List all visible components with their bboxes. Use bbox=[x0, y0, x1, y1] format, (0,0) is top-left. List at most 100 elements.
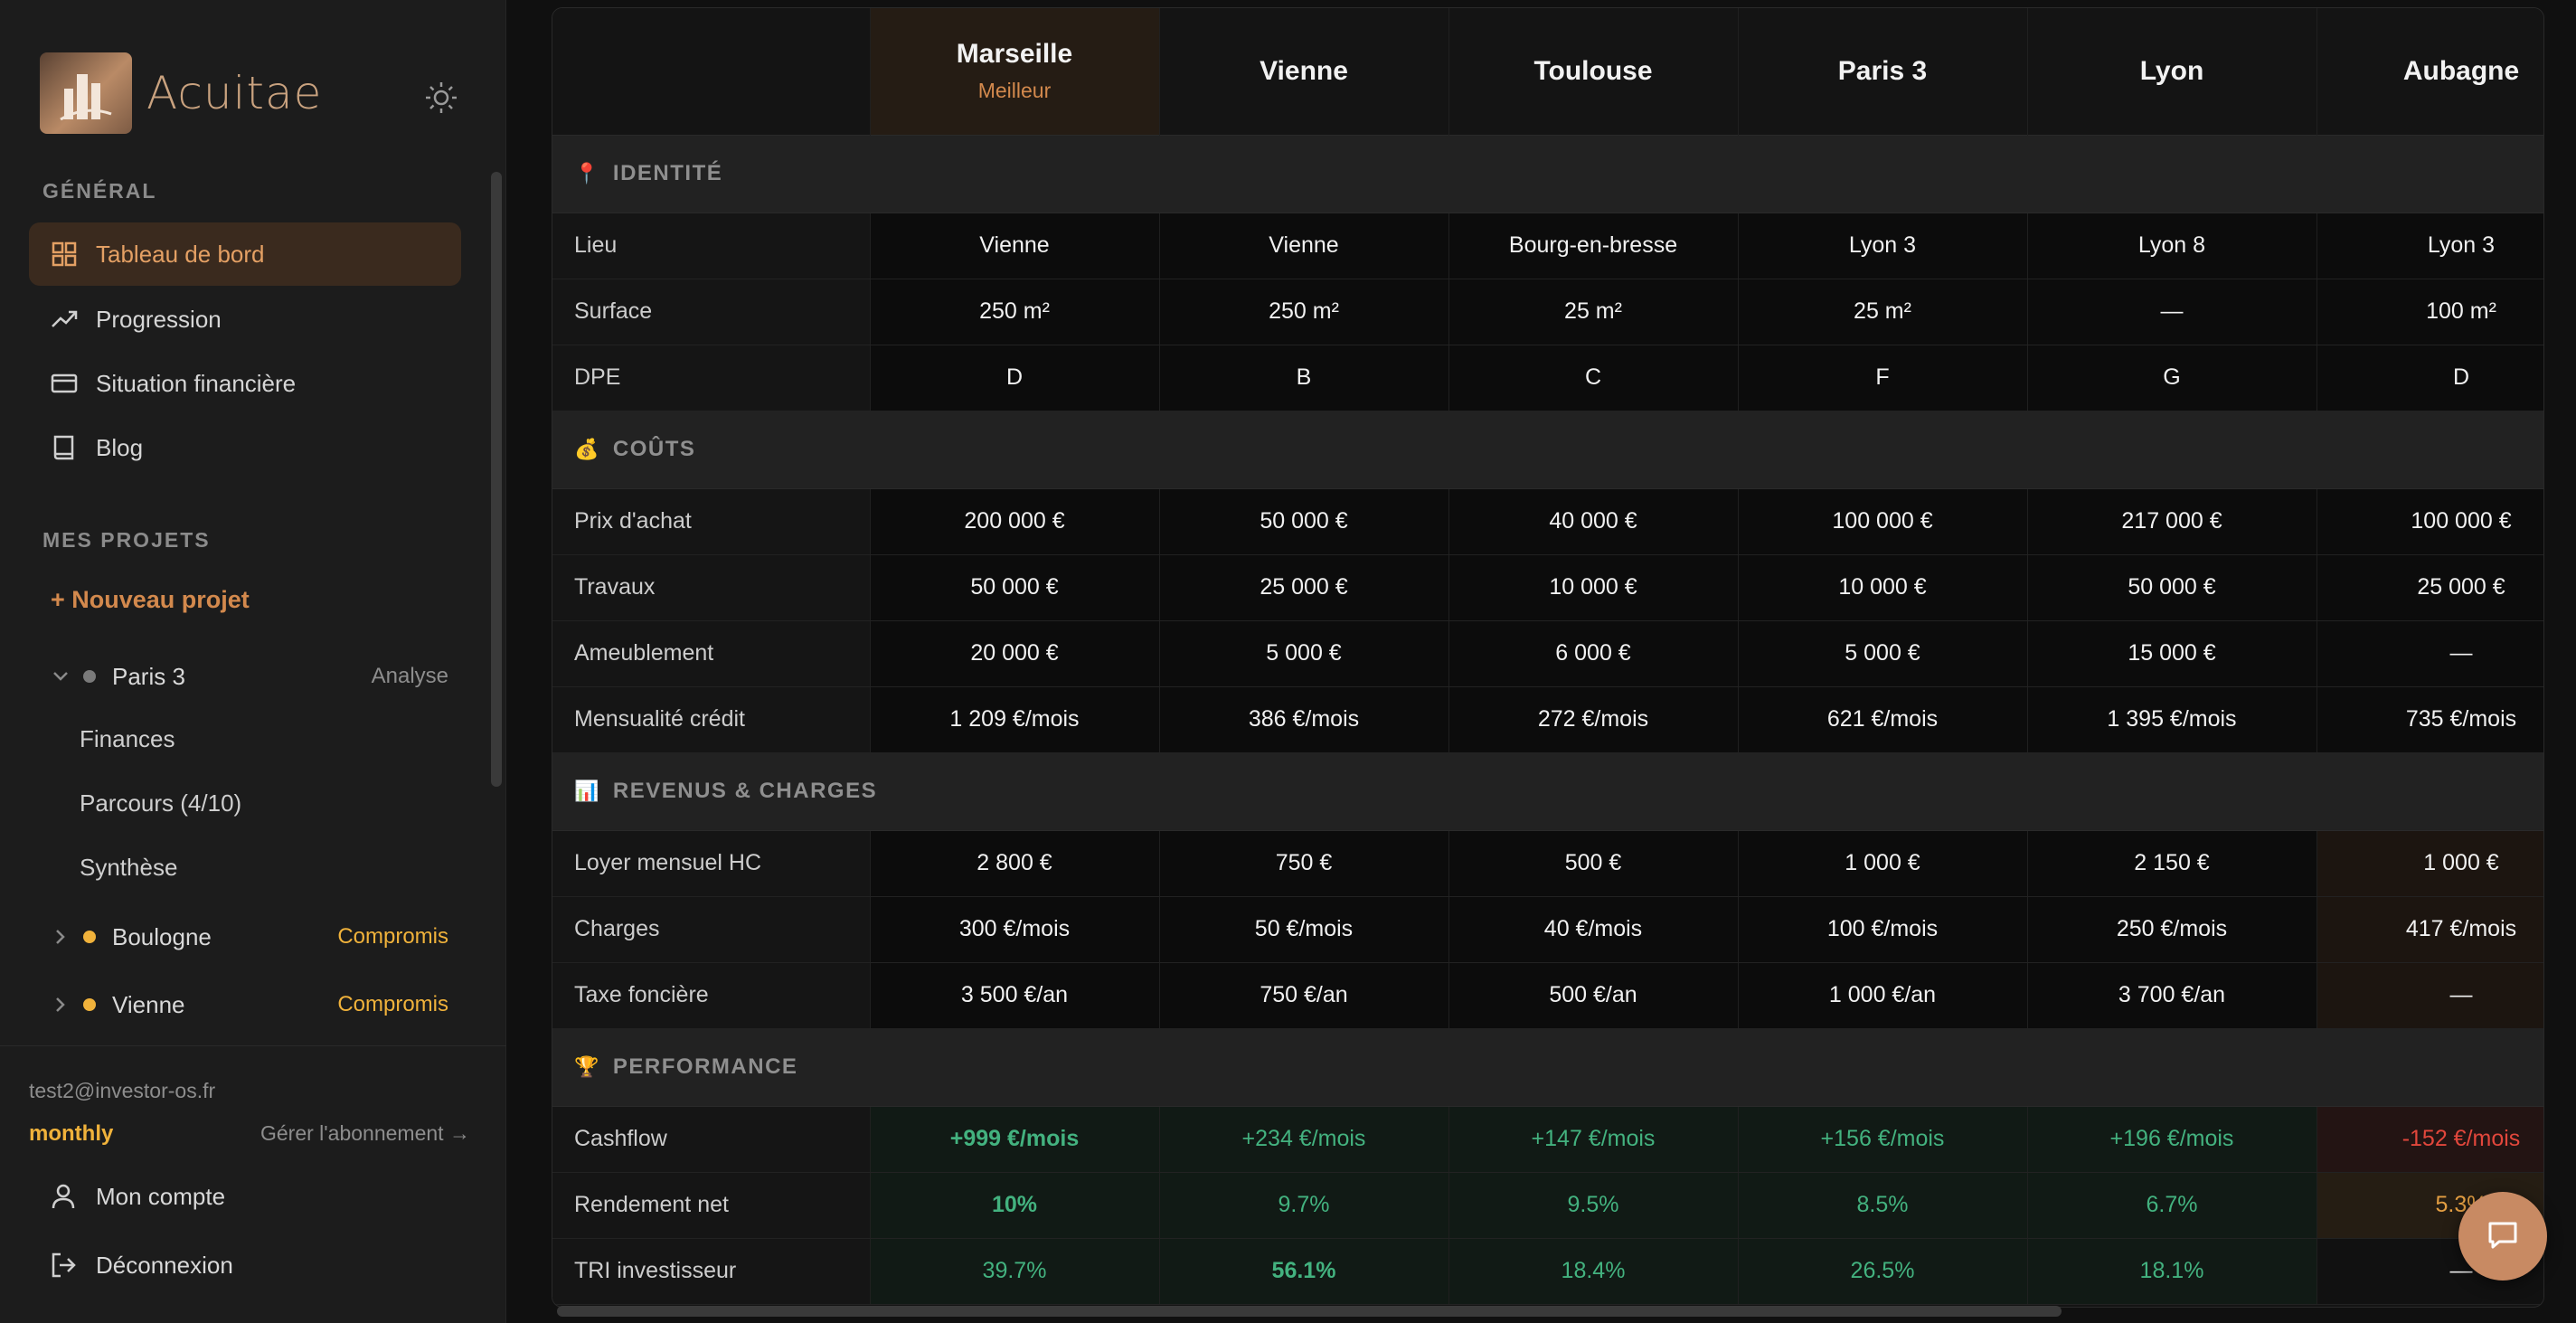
section-emoji-icon: 🏆 bbox=[574, 1055, 600, 1078]
table-row: Prix d'achat 200 000 €50 000 €40 000 €100… bbox=[552, 488, 2543, 555]
table-cell: 50 €/mois bbox=[1159, 896, 1449, 963]
table-cell: 10 000 € bbox=[1448, 554, 1739, 621]
table-row: Mensualité crédit 1 209 €/mois 386 €/mois 2… bbox=[552, 686, 2543, 753]
status-dot bbox=[83, 998, 96, 1011]
new-project-button[interactable]: + Nouveau projet bbox=[51, 586, 250, 613]
horizontal-scrollbar[interactable] bbox=[557, 1306, 2062, 1317]
nav-blog[interactable]: Blog bbox=[29, 416, 461, 479]
column-header-toulouse[interactable]: Toulouse bbox=[1448, 8, 1739, 135]
sidebar: Acuitae GÉNÉRAL Tableau de bord Progress… bbox=[0, 0, 506, 1323]
table-cell: 6.7% bbox=[2027, 1172, 2317, 1239]
subscription-plan: monthly bbox=[29, 1121, 114, 1146]
nav-financial-situation[interactable]: Situation financière bbox=[29, 352, 461, 415]
table-cell: 26.5% bbox=[1738, 1238, 2028, 1305]
project-sub-finances[interactable]: Finances bbox=[80, 725, 175, 752]
nav-label: Blog bbox=[96, 433, 144, 461]
table-cell: F bbox=[1738, 345, 2028, 411]
column-header-marseille[interactable]: Marseille Meilleur bbox=[870, 8, 1160, 135]
table-cell: Vienne bbox=[870, 213, 1160, 279]
sidebar-scrollbar[interactable] bbox=[491, 172, 502, 787]
table-cell: Lyon 8 bbox=[2027, 213, 2317, 279]
table-cell: 300 €/mois bbox=[870, 896, 1160, 963]
table-cell: G bbox=[2027, 345, 2317, 411]
table-cell: 750 € bbox=[1159, 830, 1449, 897]
table-cell: 40 000 € bbox=[1448, 488, 1739, 555]
status-badge: Compromis bbox=[337, 992, 448, 1016]
table-row: Rendement net 10% 9.7% 9.5% 8.5% 6.7% 5.3% bbox=[552, 1172, 2543, 1239]
brand-logo[interactable]: Acuitae bbox=[40, 52, 322, 134]
table-cell: Vienne bbox=[1159, 213, 1449, 279]
section-title-projects: MES PROJETS bbox=[42, 528, 211, 552]
table-cell: 20 000 € bbox=[870, 620, 1160, 687]
column-header-lyon[interactable]: Lyon bbox=[2027, 8, 2317, 135]
comparison-table-panel: Marseille Meilleur Vienne Toulouse Paris… bbox=[552, 7, 2544, 1308]
row-label: Loyer mensuel HC bbox=[552, 830, 871, 897]
table-row: Loyer mensuel HC 2 800 €750 €500 €1 000 €… bbox=[552, 830, 2543, 897]
status-dot bbox=[83, 670, 96, 683]
user-email: test2@investor-os.fr bbox=[29, 1079, 216, 1102]
chat-button[interactable] bbox=[2458, 1192, 2547, 1280]
chat-icon bbox=[2485, 1216, 2521, 1257]
table-header-row: Marseille Meilleur Vienne Toulouse Paris… bbox=[552, 8, 2543, 135]
column-header-paris-3[interactable]: Paris 3 bbox=[1738, 8, 2028, 135]
status-badge: Compromis bbox=[337, 924, 448, 949]
manage-subscription-link[interactable]: Gérer l'abonnement → bbox=[260, 1121, 470, 1145]
divider bbox=[0, 1045, 506, 1046]
column-header-vienne[interactable]: Vienne bbox=[1159, 8, 1449, 135]
row-label: Travaux bbox=[552, 554, 871, 621]
table-cell: 25 000 € bbox=[1159, 554, 1449, 621]
table-row: Lieu Vienne Vienne Bourg-en-bresse Lyon 3 Lyo… bbox=[552, 213, 2543, 279]
table-cell: B bbox=[1159, 345, 1449, 411]
table-cell: 3 700 €/an bbox=[2027, 962, 2317, 1029]
table-cell: +196 €/mois bbox=[2027, 1106, 2317, 1173]
table-cell: 1 000 €/an bbox=[1738, 962, 2028, 1029]
table-row: Taxe foncière 3 500 €/an 750 €/an 500 €/an 1… bbox=[552, 962, 2543, 1029]
chevron-right-icon[interactable] bbox=[51, 997, 71, 1013]
table-cell: 100 000 € bbox=[2317, 488, 2543, 555]
column-header-aubagne[interactable]: Aubagne bbox=[2317, 8, 2543, 135]
project-sub-parcours[interactable]: Parcours (4/10) bbox=[80, 789, 242, 817]
logout-link[interactable]: Déconnexion bbox=[49, 1243, 233, 1288]
table-cell: 10 000 € bbox=[1738, 554, 2028, 621]
table-cell: 1 000 € bbox=[1738, 830, 2028, 897]
chevron-right-icon[interactable] bbox=[51, 929, 71, 945]
nav-progression[interactable]: Progression bbox=[29, 288, 461, 351]
nav-dashboard[interactable]: Tableau de bord bbox=[29, 222, 461, 286]
column-name: Marseille bbox=[956, 39, 1073, 70]
project-sub-synthese[interactable]: Synthèse bbox=[80, 854, 178, 881]
table-cell: 2 800 € bbox=[870, 830, 1160, 897]
status-dot bbox=[83, 931, 96, 943]
table-cell: D bbox=[870, 345, 1160, 411]
table-cell: 25 m² bbox=[1448, 279, 1739, 345]
table-cell: 100 €/mois bbox=[1738, 896, 2028, 963]
project-name: Paris 3 bbox=[112, 662, 185, 690]
table-cell: 1 209 €/mois bbox=[870, 686, 1160, 753]
table-cell: — bbox=[2027, 279, 2317, 345]
table-cell: 2 150 € bbox=[2027, 830, 2317, 897]
sun-icon[interactable] bbox=[420, 76, 463, 119]
grid-icon bbox=[51, 241, 78, 268]
row-label: Lieu bbox=[552, 213, 871, 279]
account-link[interactable]: Mon compte bbox=[49, 1174, 225, 1219]
table-cell: 3 500 €/an bbox=[870, 962, 1160, 1029]
section-emoji-icon: 💰 bbox=[574, 438, 600, 460]
project-boulogne[interactable]: Boulogne Compromis bbox=[51, 912, 448, 962]
section-emoji-icon: 📊 bbox=[574, 780, 600, 802]
table-cell: 50 000 € bbox=[870, 554, 1160, 621]
table-row: TRI investisseur 39.7% 56.1% 18.4% 26.5% 18.1… bbox=[552, 1238, 2543, 1305]
section-row: 🏆 PERFORMANCE bbox=[552, 1027, 2543, 1107]
table-cell: 5 000 € bbox=[1159, 620, 1449, 687]
user-icon bbox=[49, 1182, 78, 1211]
project-paris-3[interactable]: Paris 3 Analyse bbox=[51, 651, 448, 702]
table-cell: C bbox=[1448, 345, 1739, 411]
section-row: 📊 REVENUS & CHARGES bbox=[552, 751, 2543, 831]
table-cell: 417 €/mois bbox=[2317, 896, 2543, 963]
section-title-general: GÉNÉRAL bbox=[42, 179, 157, 203]
table-cell: 1 395 €/mois bbox=[2027, 686, 2317, 753]
chevron-down-icon[interactable] bbox=[51, 671, 71, 682]
section-title: REVENUS & CHARGES bbox=[612, 779, 878, 803]
project-name: Vienne bbox=[112, 990, 185, 1018]
project-vienne[interactable]: Vienne Compromis bbox=[51, 979, 448, 1030]
table-cell: 621 €/mois bbox=[1738, 686, 2028, 753]
logout-label: Déconnexion bbox=[96, 1251, 233, 1279]
